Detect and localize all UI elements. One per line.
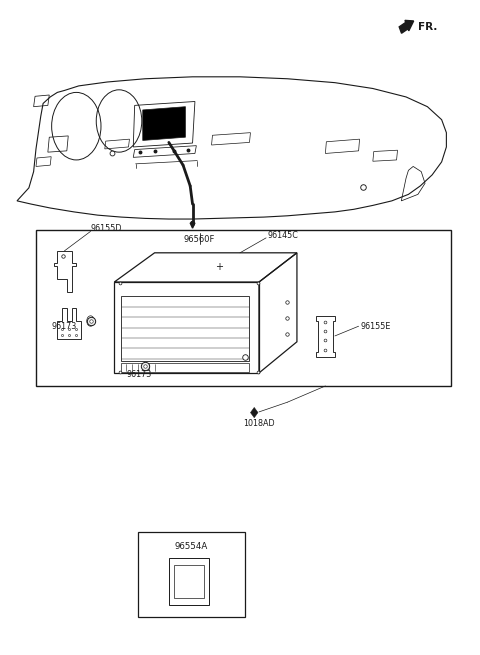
Text: 96155D: 96155D [90, 223, 122, 233]
Text: 96145C: 96145C [267, 231, 298, 240]
Text: 96155E: 96155E [360, 322, 390, 331]
Text: 96173: 96173 [52, 322, 77, 331]
Polygon shape [251, 407, 258, 418]
Text: 1018AD: 1018AD [243, 419, 275, 428]
Text: 96560F: 96560F [184, 235, 216, 244]
Bar [138, 532, 245, 616]
Text: 96554A: 96554A [175, 542, 208, 551]
Bar [174, 565, 204, 598]
FancyArrow shape [190, 221, 195, 228]
Bar [121, 363, 250, 371]
Bar [121, 296, 250, 362]
FancyArrow shape [399, 20, 414, 33]
Text: 96173: 96173 [127, 370, 152, 379]
Polygon shape [143, 107, 185, 140]
Text: FR.: FR. [418, 22, 437, 32]
Text: +: + [215, 262, 223, 272]
Bar [36, 230, 451, 386]
Circle shape [87, 316, 95, 326]
